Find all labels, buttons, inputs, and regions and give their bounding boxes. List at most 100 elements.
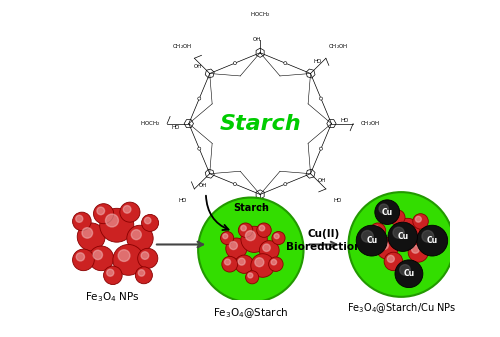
Text: OH: OH (194, 64, 202, 69)
Circle shape (388, 222, 418, 251)
Circle shape (234, 62, 236, 65)
Circle shape (94, 204, 114, 224)
Text: Cu: Cu (397, 232, 408, 241)
Circle shape (408, 242, 428, 262)
Circle shape (77, 223, 105, 251)
Circle shape (142, 214, 158, 232)
Circle shape (124, 206, 131, 213)
Circle shape (362, 231, 374, 242)
Circle shape (241, 225, 246, 231)
Circle shape (234, 183, 236, 186)
Circle shape (262, 244, 270, 251)
Circle shape (72, 249, 94, 271)
Text: HO: HO (178, 198, 186, 204)
Text: Starch: Starch (233, 203, 269, 213)
Circle shape (132, 230, 141, 240)
Circle shape (379, 204, 388, 213)
Circle shape (284, 183, 287, 186)
Circle shape (320, 147, 322, 150)
Circle shape (144, 217, 151, 224)
Text: Cu(II): Cu(II) (308, 229, 340, 240)
Circle shape (76, 215, 83, 222)
Text: Cu: Cu (382, 208, 393, 217)
Circle shape (395, 260, 423, 287)
Text: HO: HO (260, 205, 268, 210)
Circle shape (271, 259, 276, 265)
Text: HO: HO (172, 125, 180, 130)
Text: CH$_2$OH: CH$_2$OH (328, 42, 348, 51)
Circle shape (260, 241, 279, 260)
Circle shape (268, 257, 283, 271)
Circle shape (320, 97, 322, 100)
Circle shape (104, 266, 122, 284)
Circle shape (138, 270, 144, 276)
Text: Starch: Starch (219, 114, 301, 133)
Text: HOCH$_2$: HOCH$_2$ (250, 10, 270, 19)
Circle shape (255, 258, 264, 267)
Circle shape (399, 222, 408, 232)
Circle shape (257, 223, 271, 237)
Circle shape (416, 225, 448, 256)
Circle shape (284, 62, 287, 65)
Circle shape (127, 225, 153, 251)
Text: HO: HO (340, 118, 348, 123)
Circle shape (93, 250, 102, 259)
Circle shape (120, 202, 140, 222)
Circle shape (413, 214, 428, 229)
Text: OH: OH (199, 183, 207, 188)
Text: Cu: Cu (404, 269, 414, 278)
Circle shape (370, 223, 386, 238)
Circle shape (72, 212, 91, 231)
Text: Fe$_3$O$_4$@Starch: Fe$_3$O$_4$@Starch (213, 306, 288, 320)
Text: Cu: Cu (366, 236, 378, 245)
Circle shape (246, 231, 256, 241)
Circle shape (348, 192, 454, 297)
Circle shape (393, 227, 404, 238)
Circle shape (226, 238, 247, 259)
Circle shape (422, 231, 434, 242)
Circle shape (376, 238, 398, 259)
Circle shape (248, 273, 253, 278)
Circle shape (118, 250, 130, 262)
Text: CH$_2$OH: CH$_2$OH (250, 228, 270, 237)
Circle shape (106, 269, 114, 276)
Text: OH: OH (252, 37, 261, 42)
Text: HO: HO (334, 198, 342, 204)
Text: CH$_2$OH: CH$_2$OH (172, 42, 193, 51)
Circle shape (100, 208, 134, 242)
Circle shape (400, 265, 410, 275)
Circle shape (392, 212, 398, 218)
Circle shape (82, 227, 92, 238)
Circle shape (224, 259, 230, 265)
Circle shape (390, 210, 405, 225)
Text: CH$_2$OH: CH$_2$OH (360, 119, 380, 128)
Circle shape (274, 234, 279, 239)
Circle shape (223, 234, 228, 239)
Text: HOCH$_2$: HOCH$_2$ (140, 119, 160, 128)
Text: OH: OH (318, 178, 326, 183)
Circle shape (106, 214, 118, 227)
Circle shape (416, 216, 422, 222)
Text: Cu: Cu (426, 236, 438, 245)
Circle shape (76, 253, 84, 261)
Text: Fe$_3$O$_4$ NPs: Fe$_3$O$_4$ NPs (86, 290, 140, 304)
Circle shape (89, 246, 114, 271)
FancyArrowPatch shape (206, 196, 229, 230)
Circle shape (138, 248, 158, 268)
Circle shape (113, 244, 144, 275)
Circle shape (238, 258, 245, 265)
Circle shape (230, 242, 237, 249)
Text: Fe$_3$O$_4$@Starch/Cu NPs: Fe$_3$O$_4$@Starch/Cu NPs (346, 301, 456, 314)
Circle shape (198, 147, 201, 150)
Circle shape (141, 252, 149, 259)
Circle shape (220, 232, 234, 245)
Circle shape (136, 267, 152, 284)
Text: HO: HO (313, 59, 322, 64)
Circle shape (259, 225, 264, 231)
Circle shape (97, 207, 104, 215)
Text: Bioreduction: Bioreduction (286, 242, 362, 252)
Circle shape (380, 241, 388, 249)
Circle shape (375, 200, 400, 224)
Circle shape (198, 97, 201, 100)
Circle shape (238, 223, 253, 237)
